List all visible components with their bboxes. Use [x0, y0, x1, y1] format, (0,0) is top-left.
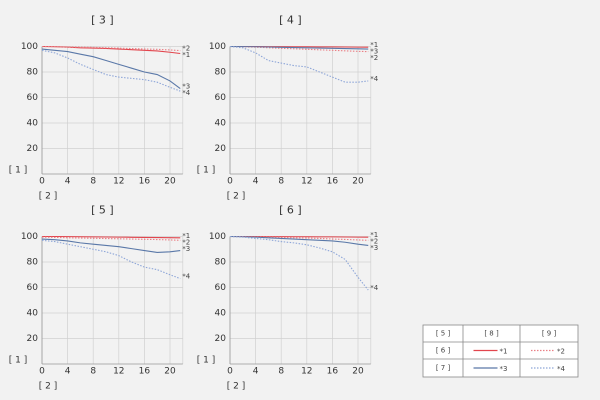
x-tick-label: 16 — [139, 367, 151, 377]
y-tick-label: 40 — [27, 309, 39, 319]
y-tick-label: 80 — [27, 258, 39, 268]
series-end-label: *4 — [370, 75, 379, 83]
y-tick-label: 80 — [215, 68, 227, 78]
series-end-label: *1 — [370, 231, 378, 239]
legend-entry-label: *1 — [500, 348, 508, 356]
y-tick-label: 20 — [27, 144, 39, 154]
series-end-label: *3 — [370, 48, 378, 56]
series-line — [41, 49, 181, 92]
x-tick-label: 8 — [278, 177, 284, 187]
series-line — [42, 235, 181, 239]
series-line — [41, 48, 181, 90]
y-tick-label: 20 — [215, 334, 227, 344]
series-line — [230, 235, 369, 238]
legend-entry-label: *2 — [557, 348, 565, 356]
y-tick-label: 40 — [215, 119, 227, 129]
y-axis-label: [ 1 ] — [197, 166, 215, 176]
y-tick-label: 100 — [21, 232, 38, 242]
x-tick-label: 4 — [253, 367, 259, 377]
x-tick-label: 12 — [301, 177, 312, 187]
legend-row-label: [ 7 ] — [436, 364, 451, 372]
x-tick-label: 8 — [90, 367, 96, 377]
y-axis-label: [ 1 ] — [9, 356, 27, 366]
series-end-label: *4 — [182, 273, 191, 281]
y-tick-label: 80 — [27, 68, 39, 78]
legend-entry-label: *3 — [500, 365, 508, 373]
y-tick-label: 100 — [209, 42, 226, 52]
y-tick-label: 100 — [21, 42, 38, 52]
series-end-label: *2 — [182, 45, 190, 53]
x-tick-label: 0 — [39, 367, 45, 377]
x-tick-label: 4 — [253, 177, 259, 187]
legend-header: [ 5 ] — [436, 330, 451, 338]
x-tick-label: 20 — [164, 177, 176, 187]
x-axis-label: [ 2 ] — [39, 382, 57, 392]
series-line — [41, 236, 181, 241]
x-tick-label: 12 — [301, 367, 312, 377]
series-end-label: *1 — [370, 41, 378, 49]
x-tick-label: 16 — [139, 177, 151, 187]
x-tick-label: 16 — [327, 177, 339, 187]
x-tick-label: 12 — [113, 177, 124, 187]
x-tick-label: 8 — [278, 367, 284, 377]
y-tick-label: 60 — [27, 93, 39, 103]
chart-title: [ 6 ] — [279, 204, 302, 217]
x-tick-label: 20 — [352, 367, 364, 377]
series-line — [229, 235, 369, 241]
series-end-label: *3 — [370, 244, 378, 252]
legend-entry-label: *4 — [557, 365, 566, 373]
series-end-label: *2 — [370, 238, 378, 246]
x-tick-label: 20 — [352, 177, 364, 187]
x-tick-label: 4 — [65, 367, 71, 377]
y-tick-label: 20 — [27, 334, 39, 344]
series-end-label: *1 — [182, 232, 190, 240]
series-line — [41, 45, 181, 55]
y-tick-label: 40 — [27, 119, 39, 129]
x-tick-label: 16 — [327, 367, 339, 377]
legend-table: [ 5 ] [ 8 ] [ 9 ] [ 6 ] *1 *2 [ 7 ] *3 *4 — [422, 324, 579, 378]
series-line — [41, 238, 181, 253]
y-tick-label: 60 — [215, 283, 227, 293]
x-axis-label: [ 2 ] — [227, 192, 245, 202]
y-axis-label: [ 1 ] — [197, 356, 215, 366]
series-line — [229, 45, 369, 50]
y-axis-label: [ 1 ] — [9, 166, 27, 176]
series-end-label: *4 — [370, 284, 379, 292]
series-end-label: *4 — [182, 89, 191, 97]
series-line — [229, 45, 369, 83]
x-tick-label: 0 — [227, 177, 233, 187]
y-tick-label: 100 — [209, 232, 226, 242]
y-tick-label: 80 — [215, 258, 227, 268]
legend-row-label: [ 6 ] — [436, 347, 451, 355]
series-end-label: *3 — [182, 83, 190, 91]
chart-title: [ 3 ] — [91, 14, 114, 27]
x-tick-label: 20 — [164, 367, 176, 377]
x-tick-label: 8 — [90, 177, 96, 187]
series-end-label: *1 — [182, 51, 190, 59]
legend-header: [ 8 ] — [484, 330, 499, 338]
x-tick-label: 4 — [65, 177, 71, 187]
y-tick-label: 60 — [215, 93, 227, 103]
legend-header: [ 9 ] — [542, 330, 557, 338]
series-end-label: *2 — [370, 54, 378, 62]
series-end-label: *2 — [182, 238, 190, 246]
y-tick-label: 60 — [27, 283, 39, 293]
x-tick-label: 0 — [227, 367, 233, 377]
series-line — [229, 235, 369, 246]
y-tick-label: 40 — [215, 309, 227, 319]
x-tick-label: 12 — [113, 367, 124, 377]
series-end-label: *3 — [182, 245, 190, 253]
x-axis-label: [ 2 ] — [39, 192, 57, 202]
chart-title: [ 4 ] — [279, 14, 302, 27]
y-tick-label: 20 — [215, 144, 227, 154]
x-tick-label: 0 — [39, 177, 45, 187]
chart-title: [ 5 ] — [91, 204, 114, 217]
x-axis-label: [ 2 ] — [227, 382, 245, 392]
series-line — [229, 45, 369, 53]
series-line — [41, 45, 181, 52]
